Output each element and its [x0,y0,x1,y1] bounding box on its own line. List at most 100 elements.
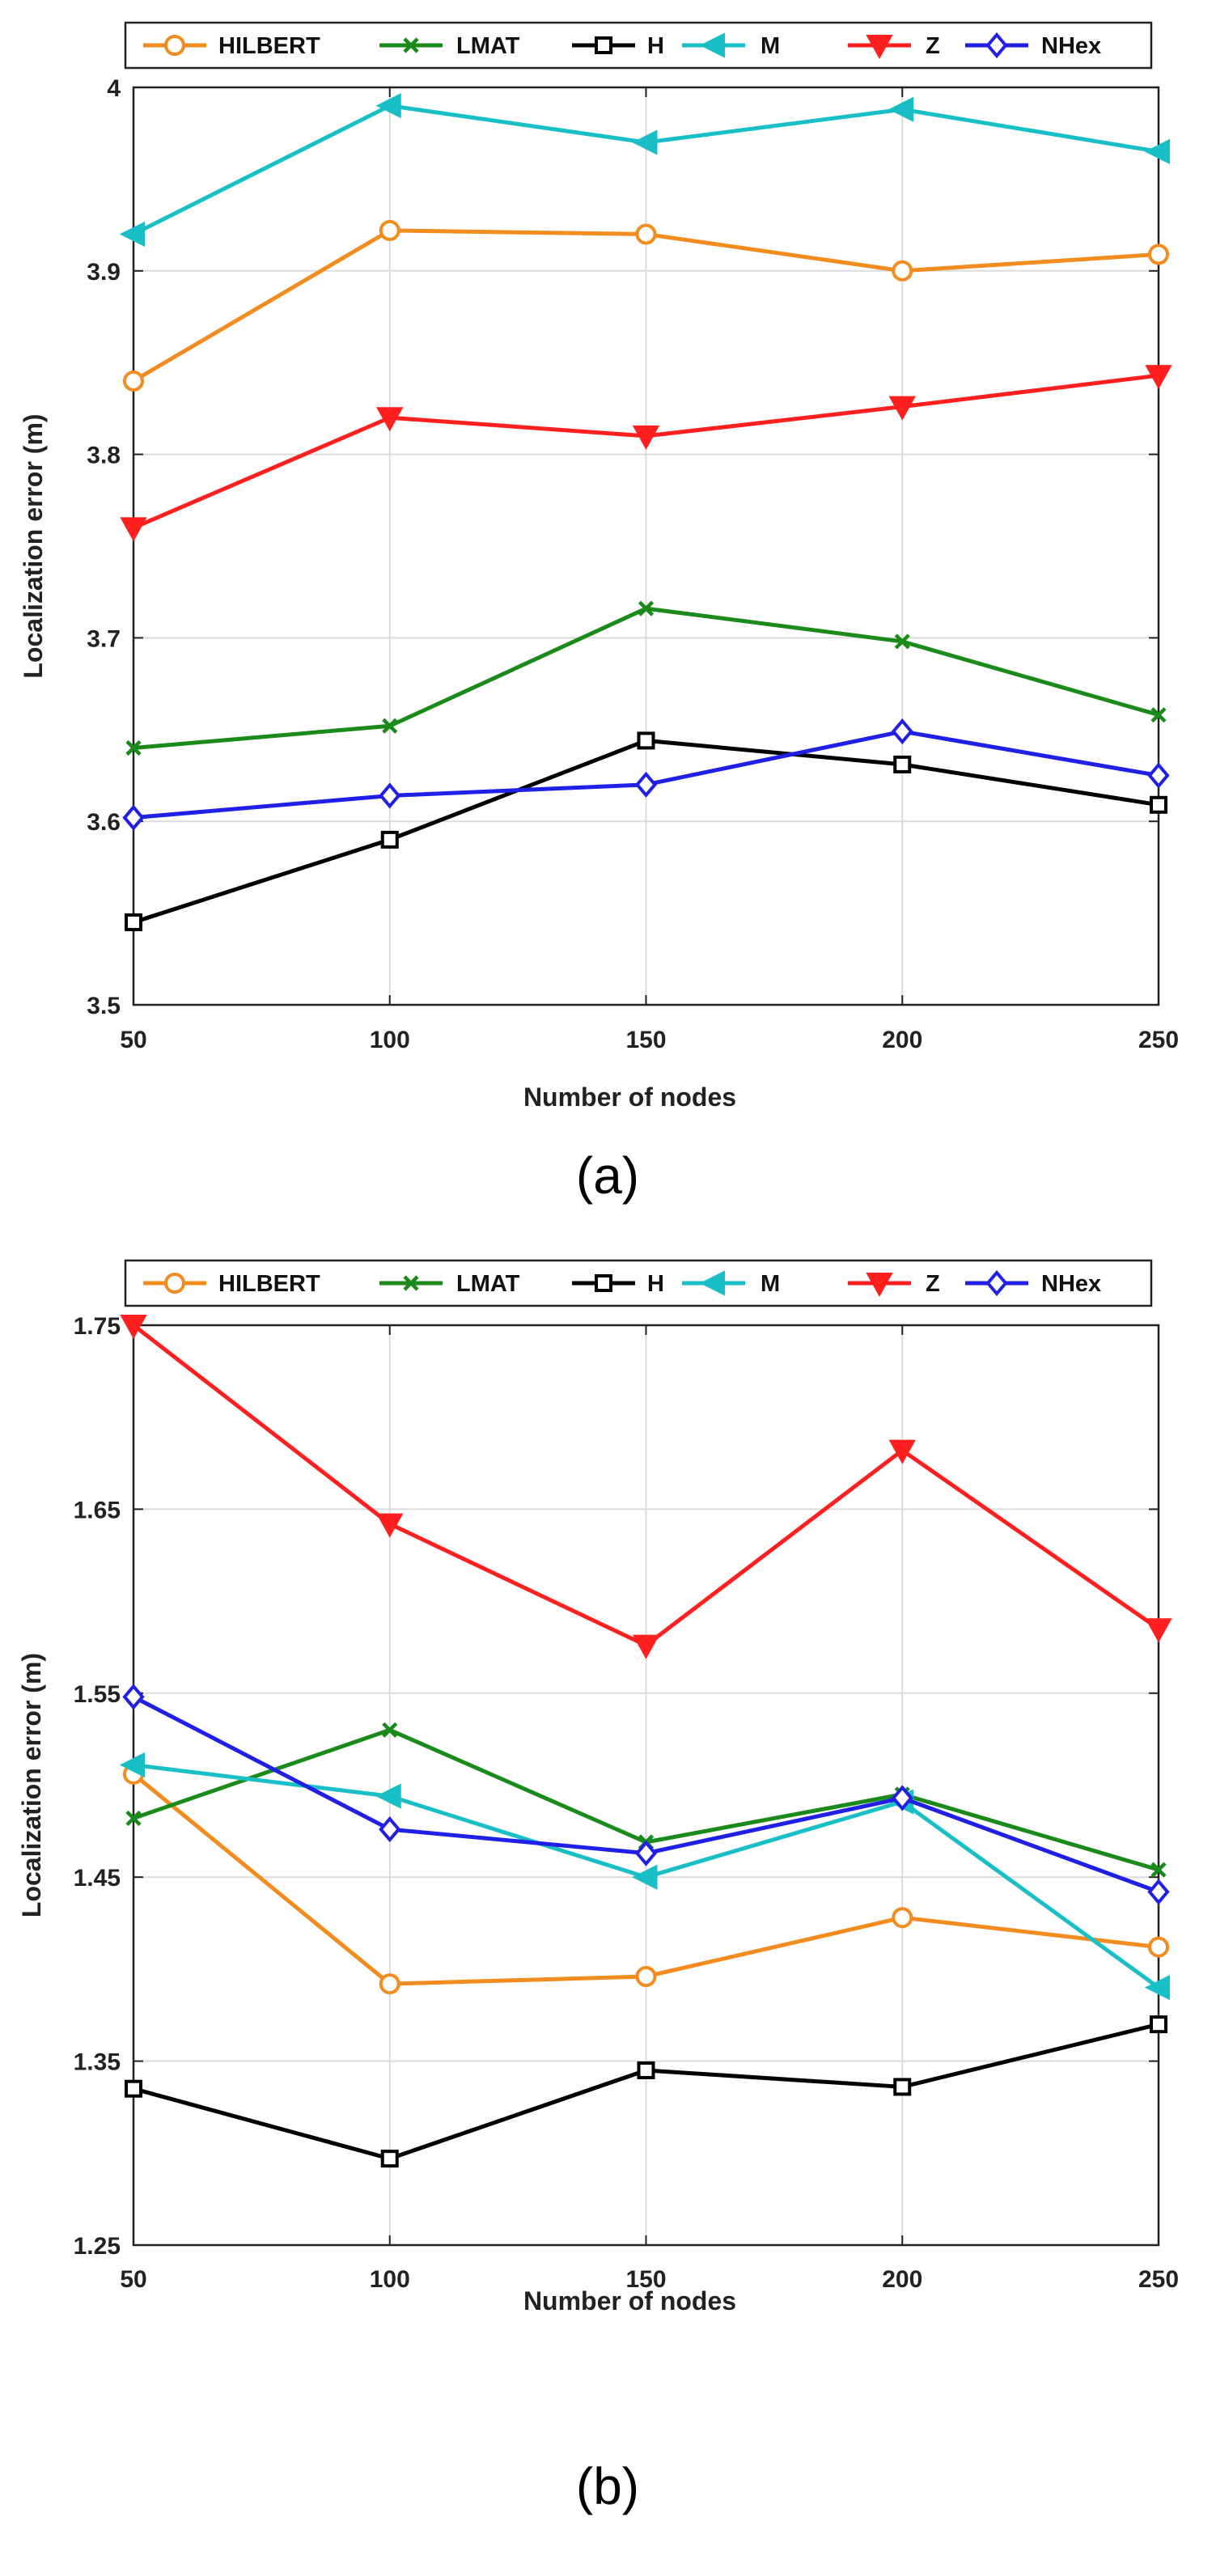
data-point [382,718,398,734]
y-tick-label: 3.9 [87,259,121,286]
data-point [119,221,145,248]
legend-label: H [647,1271,664,1297]
data-point [379,1815,401,1843]
data-point [1150,707,1167,723]
data-point [379,219,400,241]
series-m [119,93,1170,248]
chart-panel-a: 50 100 150 200 250 3.5 3.6 3.7 3.8 3.9 4 Number of … [19,21,1179,1205]
legend-label: Z [926,1271,940,1297]
data-point [1147,762,1170,789]
y-tick-label: 1.75 [74,1313,121,1340]
series-hilbert [123,1763,1169,1995]
legend-item-m: M [682,32,780,59]
panel-label: (a) [576,1146,639,1205]
data-point [893,755,912,773]
data-point [632,1634,660,1659]
legend-item-nhex: NHex [965,32,1101,59]
data-point [123,370,144,392]
data-point [891,1785,913,1811]
legend-label: NHex [1041,33,1101,59]
data-point [122,804,145,831]
data-point [120,1315,147,1340]
data-point [888,96,914,122]
y-tick-label: 3.8 [87,443,121,469]
data-point [119,1752,145,1778]
x-tick-label: 200 [882,1027,922,1053]
data-point [120,517,147,542]
legend-marker [985,1269,1008,1297]
data-point [1148,1936,1169,1958]
legend-label: LMAT [456,1271,520,1297]
data-point [379,782,401,809]
legend-label: HILBERT [218,1271,320,1297]
series-nhex [122,1684,1170,1905]
legend-item-nhex: NHex [965,1269,1101,1297]
series-z [120,365,1172,542]
series-h [125,2015,1167,2168]
y-tick-label: 3.7 [87,625,121,652]
y-axis-label: Localization error (m) [19,413,48,678]
y-tick-label: 1.65 [74,1497,121,1523]
series-h [125,731,1167,931]
legend-item-z: Z [848,33,940,60]
data-point [635,223,657,245]
data-point [376,1513,404,1538]
data-point [125,913,142,931]
data-point [632,1864,658,1890]
data-point [379,1973,400,1995]
data-point [1145,365,1172,390]
y-tick-label: 3.6 [87,809,121,836]
data-point [632,425,660,450]
data-point [1144,138,1170,164]
data-point [638,600,655,616]
data-point [376,407,404,432]
data-point [893,2078,912,2096]
legend-label: M [761,1271,780,1297]
x-tick-label: 250 [1138,2266,1179,2293]
legend-marker [699,1270,725,1296]
legend-label: HILBERT [218,33,320,59]
x-tick-label: 50 [120,1027,146,1053]
legend-marker [164,1273,185,1294]
legend-marker [866,35,893,60]
legend-marker [595,1274,612,1292]
data-point [125,2079,142,2098]
data-point [892,1907,913,1929]
legend-label: LMAT [456,33,520,59]
legend-marker [595,36,612,54]
legend-item-h: H [572,1271,664,1297]
y-tick-label: 1.25 [74,2233,121,2260]
data-point [125,1810,142,1827]
legend-marker [985,32,1008,59]
legend-label: NHex [1041,1271,1101,1297]
x-tick-label: 150 [625,1027,666,1053]
y-tick-label: 1.45 [74,1865,121,1892]
legend-item-z: Z [848,1271,940,1298]
y-tick-label: 1.55 [74,1681,121,1708]
legend-item-lmat: LMAT [379,1271,520,1297]
data-point [1144,1975,1170,2001]
data-point [635,1965,657,1987]
data-point [634,771,658,798]
data-point [1145,1618,1172,1643]
data-point [380,830,399,849]
y-axis-label: Localization error (m) [17,1653,46,1917]
data-point [1150,795,1167,814]
panel-label: (b) [576,2457,639,2515]
data-point [125,739,142,756]
data-point [1147,1879,1170,1905]
legend-item-m: M [682,1270,780,1297]
x-axis-label: Number of nodes [523,2286,736,2315]
x-tick-label: 50 [120,2266,146,2293]
data-point [892,260,913,282]
legend: HILBERT LMAT H M Z NHex [124,1259,1153,1307]
data-point [888,396,916,421]
data-point [1148,244,1169,265]
data-point [632,129,658,155]
data-point [894,633,910,650]
legend-item-h: H [572,33,664,59]
data-point [891,718,913,745]
series-nhex [122,718,1170,831]
data-point [375,93,401,119]
